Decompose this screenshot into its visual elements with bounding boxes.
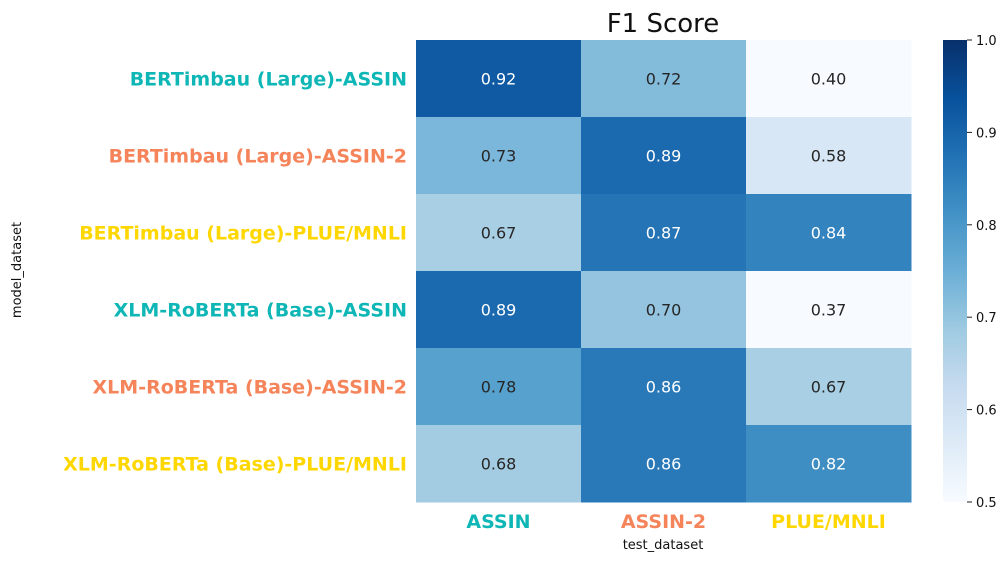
- cell-value-label: 0.73: [481, 147, 517, 166]
- row-label: BERTimbau (Large)-ASSIN: [130, 69, 407, 91]
- cell-value-label: 0.86: [646, 378, 682, 397]
- column-label: ASSIN: [466, 511, 530, 533]
- column-label: ASSIN-2: [621, 511, 706, 533]
- heatmap-cell: [416, 117, 582, 195]
- y-axis-label: model_dataset: [10, 222, 25, 318]
- cell-value-label: 0.67: [481, 224, 517, 243]
- cell-value-label: 0.37: [811, 301, 847, 320]
- heatmap-cell: [581, 194, 747, 272]
- heatmap-cell: [746, 271, 912, 349]
- cell-value-label: 0.86: [646, 455, 682, 474]
- colorbar: [943, 40, 967, 502]
- row-label: BERTimbau (Large)-PLUE/MNLI: [79, 223, 407, 245]
- heatmap-cell: [416, 194, 582, 272]
- heatmap-cell: [416, 425, 582, 503]
- cell-value-label: 0.70: [646, 301, 682, 320]
- heatmap-cell: [416, 40, 582, 118]
- colorbar-tick-label: 0.7: [976, 311, 997, 326]
- colorbar-tick-label: 0.5: [976, 496, 997, 511]
- cell-value-label: 0.89: [481, 301, 517, 320]
- cell-value-label: 0.40: [811, 70, 847, 89]
- colorbar-tick-label: 0.9: [976, 126, 997, 141]
- cell-value-label: 0.87: [646, 224, 682, 243]
- cell-value-label: 0.82: [811, 455, 847, 474]
- cell-value-label: 0.68: [481, 455, 517, 474]
- heatmap-cell: [746, 348, 912, 426]
- heatmap-cells: 0.92 0.72 0.40 0.73 0.89 0.58 0.67 0.87 0.84 0.89…: [416, 40, 912, 503]
- heatmap-cell: [581, 348, 747, 426]
- column-labels: ASSIN ASSIN-2 PLUE/MNLI: [466, 511, 885, 533]
- colorbar-tick-label: 1.0: [976, 34, 997, 49]
- row-labels: BERTimbau (Large)-ASSIN BERTimbau (Large)…: [63, 69, 407, 476]
- heatmap-cell: [581, 425, 747, 503]
- cell-value-label: 0.58: [811, 147, 847, 166]
- row-label: BERTimbau (Large)-ASSIN-2: [109, 146, 407, 168]
- column-label: PLUE/MNLI: [771, 511, 886, 533]
- cell-value-label: 0.67: [811, 378, 847, 397]
- heatmap-cell: [581, 271, 747, 349]
- cell-value-label: 0.78: [481, 378, 517, 397]
- cell-value-label: 0.72: [646, 70, 682, 89]
- heatmap-cell: [746, 425, 912, 503]
- cell-value-label: 0.84: [811, 224, 847, 243]
- heatmap-cell: [581, 117, 747, 195]
- row-label: XLM-RoBERTa (Base)-PLUE/MNLI: [63, 454, 407, 476]
- heatmap-cell: [581, 40, 747, 118]
- heatmap-cell: [416, 348, 582, 426]
- heatmap-cell: [746, 117, 912, 195]
- colorbar-ticks: 0.5 0.6 0.7 0.8 0.9 1.0: [967, 34, 997, 511]
- colorbar-tick-label: 0.8: [976, 219, 997, 234]
- x-axis-label: test_dataset: [623, 538, 704, 553]
- row-label: XLM-RoBERTa (Base)-ASSIN-2: [93, 377, 407, 399]
- cell-value-label: 0.89: [646, 147, 682, 166]
- heatmap-cell: [746, 194, 912, 272]
- heatmap-cell: [746, 40, 912, 118]
- colorbar-tick-label: 0.6: [976, 404, 997, 419]
- chart-title: F1 Score: [607, 9, 720, 39]
- cell-value-label: 0.92: [481, 70, 517, 89]
- heatmap-cell: [416, 271, 582, 349]
- row-label: XLM-RoBERTa (Base)-ASSIN: [114, 300, 407, 322]
